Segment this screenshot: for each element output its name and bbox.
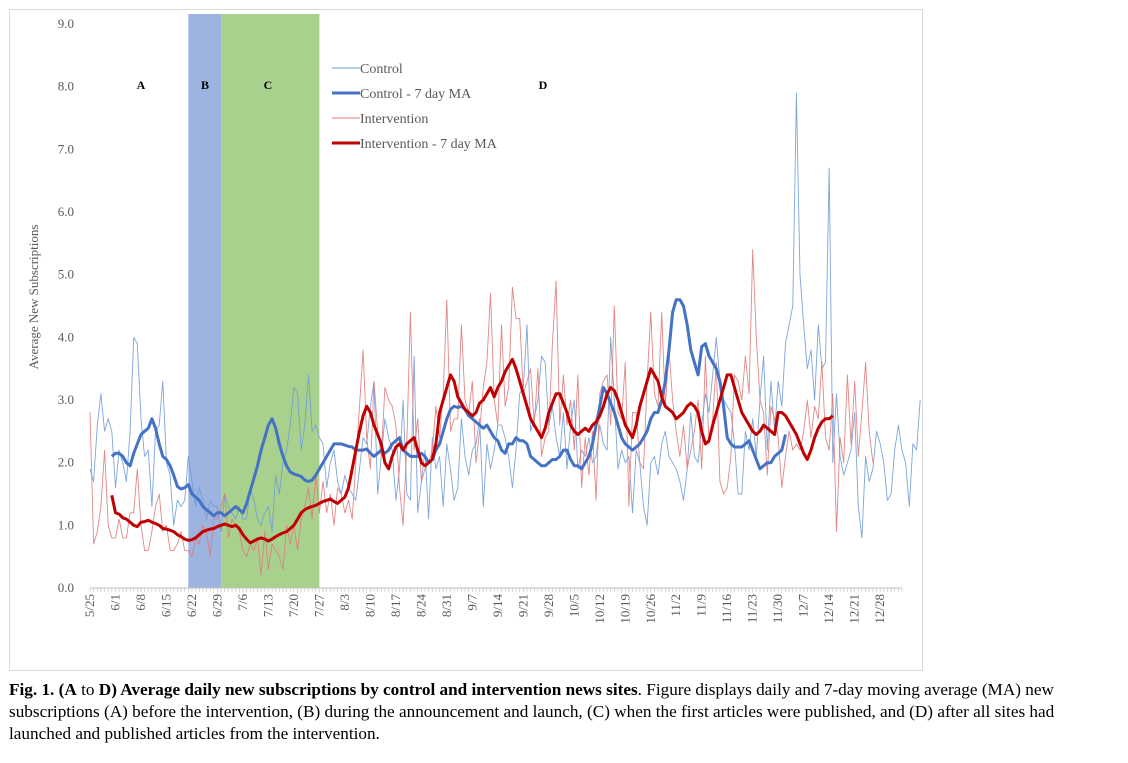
y-tick-label: 7.0 bbox=[58, 141, 74, 156]
x-tick-label: 10/19 bbox=[617, 594, 632, 624]
x-tick-label: 11/16 bbox=[719, 594, 734, 624]
y-tick-label: 0.0 bbox=[58, 580, 74, 595]
y-tick-label: 8.0 bbox=[58, 79, 74, 94]
y-tick-label: 3.0 bbox=[58, 392, 74, 407]
y-tick-label: 4.0 bbox=[58, 329, 74, 344]
y-tick-label: 9.0 bbox=[58, 16, 74, 31]
x-tick-label: 6/22 bbox=[184, 594, 199, 617]
figure-frame bbox=[9, 9, 923, 671]
caption-label-a: A bbox=[64, 680, 77, 699]
legend-entry: Control - 7 day MA bbox=[360, 87, 472, 102]
caption-label-d: D bbox=[98, 680, 112, 699]
x-tick-label: 12/28 bbox=[872, 594, 887, 624]
x-tick-label: 7/6 bbox=[235, 594, 250, 611]
x-tick-label: 10/5 bbox=[566, 594, 581, 617]
caption-to-word: to bbox=[76, 680, 99, 699]
x-tick-label: 8/24 bbox=[413, 594, 428, 618]
series-line-intervention-7-day-ma bbox=[110, 357, 834, 545]
x-tick-label: 11/9 bbox=[694, 594, 709, 617]
x-tick-label: 5/25 bbox=[82, 594, 97, 617]
x-tick-label: 6/1 bbox=[107, 594, 122, 611]
legend-entry: Intervention - 7 day MA bbox=[360, 137, 498, 152]
x-tick-label: 7/27 bbox=[311, 594, 326, 618]
y-tick-label: 6.0 bbox=[58, 204, 74, 219]
x-tick-label: 11/2 bbox=[668, 594, 683, 617]
caption-paren-open: ( bbox=[54, 680, 65, 699]
x-tick-label: 8/17 bbox=[388, 594, 403, 618]
phase-label-c: C bbox=[264, 78, 273, 92]
phase-label-a: A bbox=[137, 78, 146, 92]
phase-bands: A B C D bbox=[137, 14, 548, 588]
y-tick-label: 5.0 bbox=[58, 267, 74, 282]
x-tick-label: 11/23 bbox=[745, 594, 760, 623]
x-tick-label: 9/7 bbox=[464, 594, 479, 611]
x-tick-label: 7/20 bbox=[286, 594, 301, 617]
x-tick-label: 8/31 bbox=[439, 594, 454, 617]
series-lines bbox=[89, 92, 921, 576]
series-line-intervention bbox=[89, 249, 874, 576]
x-tick-label: 8/10 bbox=[362, 594, 377, 617]
phase-band-c bbox=[221, 14, 320, 588]
line-chart: A B C D 0.0 1.0 2.0 3.0 4.0 5.0 6.0 7.0 8.0 9.0 5/25 6… bbox=[26, 14, 921, 624]
x-tick-label: 9/21 bbox=[515, 594, 530, 617]
x-tick-label: 9/28 bbox=[541, 594, 556, 617]
caption-title: ) Average daily new subscriptions by con… bbox=[111, 680, 638, 699]
x-tick-label: 12/14 bbox=[821, 594, 836, 624]
phase-label-d: D bbox=[539, 78, 548, 92]
legend: Control Control - 7 day MA Intervention Int… bbox=[332, 62, 498, 152]
caption-fig-label: Fig. 1. bbox=[9, 680, 55, 699]
legend-entry: Intervention bbox=[360, 112, 428, 127]
series-line-control-7-day-ma bbox=[110, 298, 787, 518]
y-tick-label: 1.0 bbox=[58, 517, 74, 532]
x-tick-label: 6/8 bbox=[133, 594, 148, 611]
x-tick-label: 6/29 bbox=[209, 594, 224, 617]
y-tick-label: 2.0 bbox=[58, 455, 74, 470]
phase-label-b: B bbox=[201, 78, 209, 92]
x-tick-label: 7/13 bbox=[260, 594, 275, 617]
series-line-control bbox=[89, 92, 921, 539]
x-tick-label: 11/30 bbox=[770, 594, 785, 623]
axes: 0.0 1.0 2.0 3.0 4.0 5.0 6.0 7.0 8.0 9.0 5/25 6/1 6/8… bbox=[58, 16, 903, 624]
phase-band-b bbox=[188, 14, 222, 588]
x-tick-label: 12/21 bbox=[847, 594, 862, 624]
legend-entry: Control bbox=[360, 62, 403, 77]
x-tick-label: 6/15 bbox=[158, 594, 173, 617]
x-tick-label: 10/26 bbox=[643, 594, 658, 624]
x-tick-label: 8/3 bbox=[337, 594, 352, 611]
figure-caption: Fig. 1. (A to D) Average daily new subsc… bbox=[9, 679, 1119, 745]
y-axis-label: Average New Subscriptions bbox=[26, 225, 41, 370]
x-tick-label: 12/7 bbox=[796, 594, 811, 618]
x-tick-label: 9/14 bbox=[490, 594, 505, 618]
caption-body: . Figure displays daily and 7-day moving… bbox=[9, 680, 1055, 743]
x-tick-label: 10/12 bbox=[592, 594, 607, 624]
